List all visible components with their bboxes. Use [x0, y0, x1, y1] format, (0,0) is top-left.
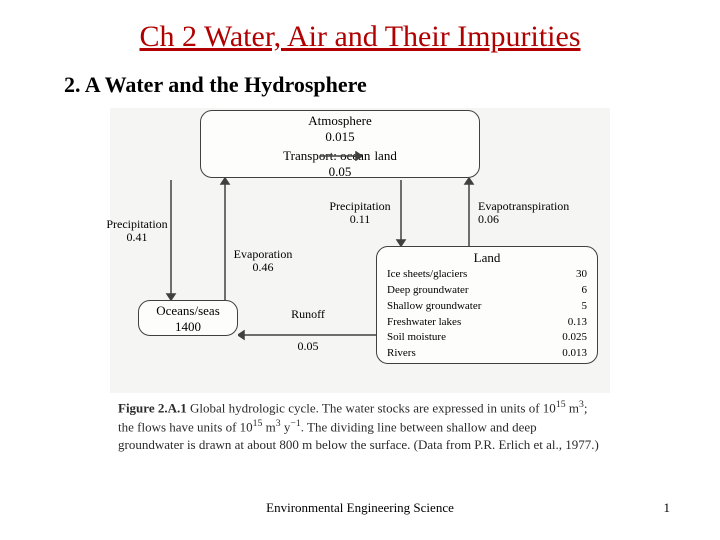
figure-number: Figure 2.A.1: [118, 400, 187, 415]
flow-value: 0.06: [478, 213, 598, 226]
land-row: Shallow groundwater5: [387, 300, 587, 314]
evaporation-label: Evaporation 0.46: [226, 248, 300, 274]
box-atmosphere-name: Atmosphere: [201, 113, 479, 129]
box-land: Land Ice sheets/glaciers30 Deep groundwa…: [376, 246, 598, 364]
land-row: Deep groundwater6: [387, 284, 587, 298]
page-number: 1: [664, 500, 671, 516]
caption-text: m: [566, 400, 579, 415]
transport-value: 0.05: [201, 164, 479, 180]
evapotrans-arrow-icon: [462, 178, 476, 246]
evapotrans-label: Evapotranspiration 0.06: [478, 200, 598, 226]
flow-value: 0.11: [322, 213, 398, 226]
transport-target: land: [374, 148, 396, 164]
transport-arrow-icon: [318, 151, 362, 161]
box-oceans-name: Oceans/seas: [139, 303, 237, 319]
slide-title: Ch 2 Water, Air and Their Impurities: [0, 20, 720, 54]
land-stocks-table: Ice sheets/glaciers30 Deep groundwater6 …: [385, 266, 589, 363]
flow-value: 0.41: [100, 231, 174, 244]
land-item-value: 5: [529, 300, 587, 314]
precip-land-label: Precipitation 0.11: [322, 200, 398, 226]
box-atmosphere: Atmosphere 0.015 Transport: ocean land 0…: [200, 110, 480, 178]
land-item-value: 6: [529, 284, 587, 298]
caption-sup: 15: [253, 418, 263, 429]
land-item-name: Rivers: [387, 347, 527, 361]
caption-sup: −1: [290, 418, 300, 429]
box-oceans: Oceans/seas 1400: [138, 300, 238, 336]
evaporation-arrow-icon: [218, 178, 232, 300]
caption-sup: 15: [556, 399, 566, 410]
land-row: Freshwater lakes0.13: [387, 316, 587, 330]
box-atmosphere-value: 0.015: [201, 129, 479, 145]
land-item-name: Ice sheets/glaciers: [387, 268, 527, 282]
precip-ocean-label: Precipitation 0.41: [100, 218, 174, 244]
footer-text: Environmental Engineering Science: [0, 500, 720, 516]
figure-caption: Figure 2.A.1 Global hydrologic cycle. Th…: [118, 398, 603, 453]
land-item-name: Shallow groundwater: [387, 300, 527, 314]
box-land-name: Land: [385, 250, 589, 266]
land-item-name: Freshwater lakes: [387, 316, 527, 330]
caption-text: Global hydrologic cycle. The water stock…: [187, 400, 556, 415]
land-row: Ice sheets/glaciers30: [387, 268, 587, 282]
hydrologic-cycle-diagram: Atmosphere 0.015 Transport: ocean land 0…: [110, 108, 610, 393]
caption-text: m: [262, 419, 275, 434]
caption-text: y: [281, 419, 291, 434]
land-item-value: 0.13: [529, 316, 587, 330]
land-item-value: 0.013: [529, 347, 587, 361]
flow-value: 0.05: [278, 340, 338, 353]
land-item-value: 0.025: [529, 331, 587, 345]
land-row: Soil moisture0.025: [387, 331, 587, 345]
land-item-value: 30: [529, 268, 587, 282]
land-item-name: Deep groundwater: [387, 284, 527, 298]
land-item-name: Soil moisture: [387, 331, 527, 345]
runoff-label: Runoff: [278, 308, 338, 321]
box-oceans-value: 1400: [139, 319, 237, 335]
section-heading: 2. A Water and the Hydrosphere: [64, 72, 367, 98]
runoff-value-label: 0.05: [278, 340, 338, 353]
flow-label: Runoff: [278, 308, 338, 321]
flow-value: 0.46: [226, 261, 300, 274]
land-row: Rivers0.013: [387, 347, 587, 361]
